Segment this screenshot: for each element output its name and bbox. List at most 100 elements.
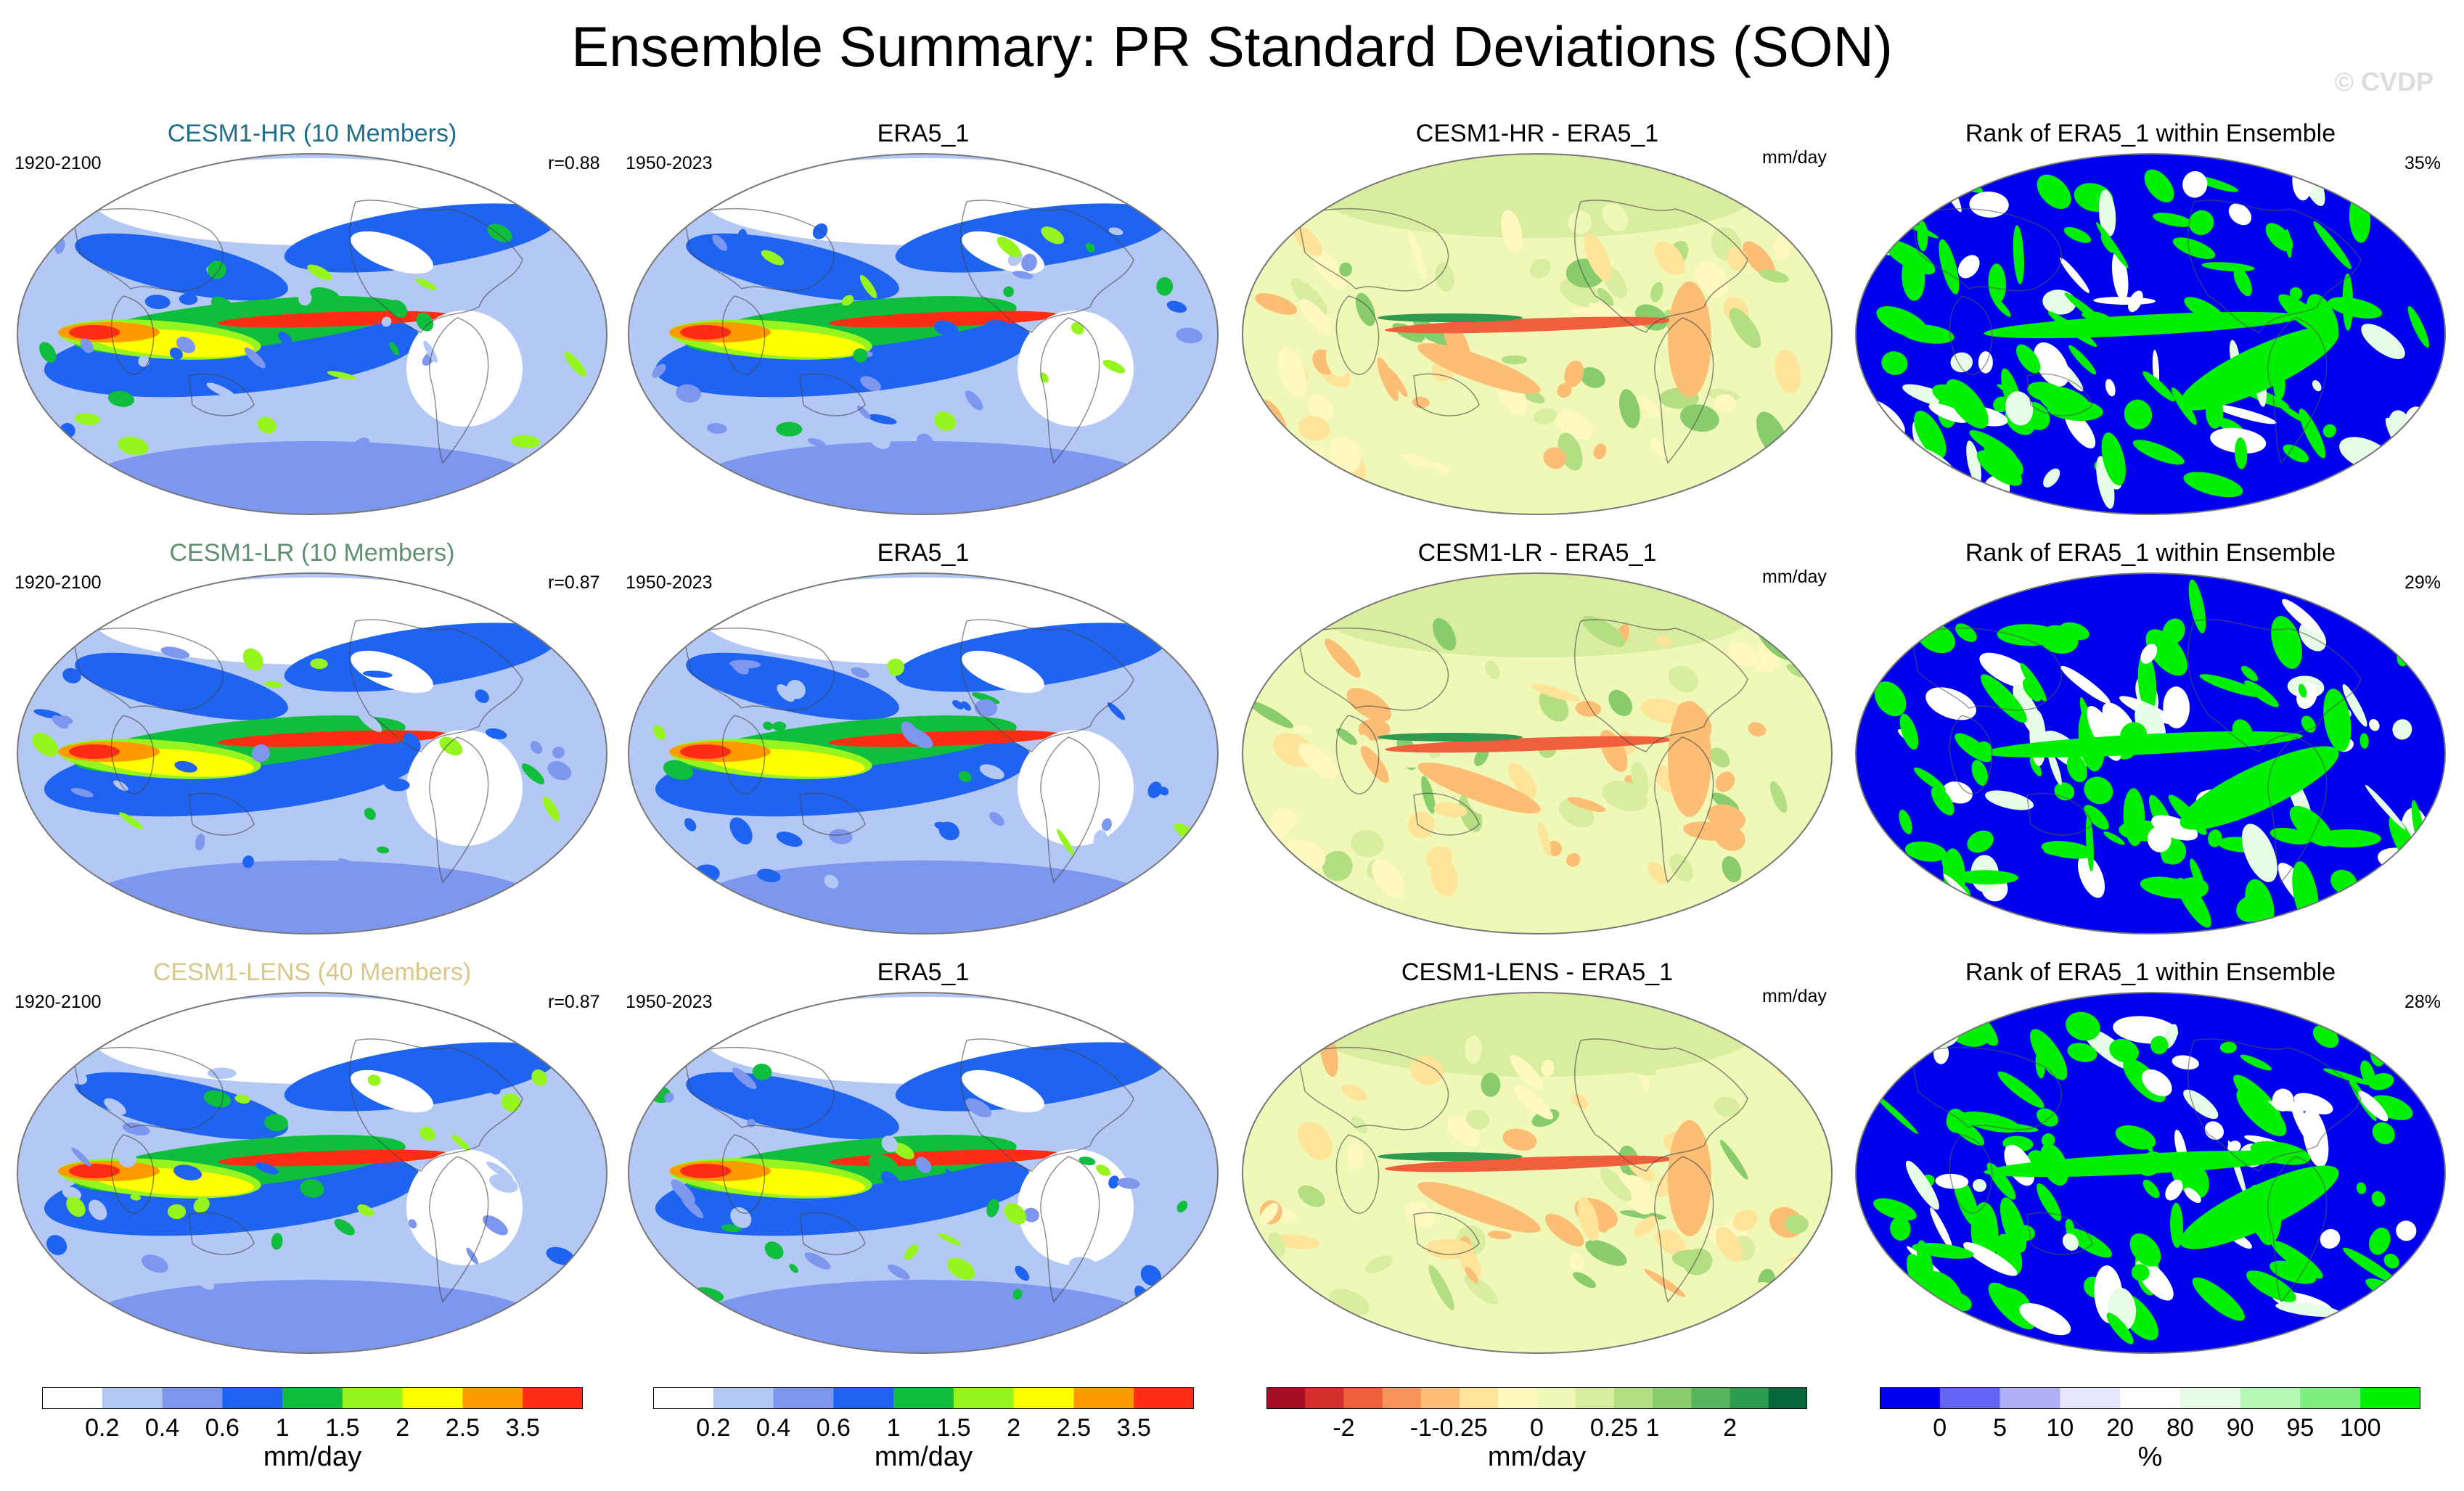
colorbar-tick-label: 100 (2339, 1414, 2381, 1442)
colorbar-tick-label: 1.5 (325, 1414, 360, 1442)
rank-map-row-3 (1855, 992, 2446, 1354)
colorbar-swatch (1691, 1387, 1731, 1409)
colorbar-swatch (2240, 1387, 2301, 1409)
colorbar-swatch (1575, 1387, 1615, 1409)
colorbar-swatch (162, 1387, 223, 1409)
colorbar-swatch (1266, 1387, 1306, 1409)
colorbar-frame (653, 1387, 1194, 1409)
colorbar-tick-label: 0.2 (85, 1414, 120, 1442)
difference-panel-title: CESM1-LENS - ERA5_1 (1401, 958, 1674, 986)
difference-units-label: mm/day (1762, 986, 1827, 1006)
obs-panel-title: ERA5_1 (877, 120, 970, 147)
colorbar-swatch (102, 1387, 163, 1409)
colorbar-tick-label: 1.5 (936, 1414, 971, 1442)
colorbar-swatch (1730, 1387, 1769, 1409)
colorbar-swatch (893, 1387, 954, 1409)
colorbar-swatch (713, 1387, 774, 1409)
figure-title: Ensemble Summary: PR Standard Deviations… (571, 15, 1893, 78)
colorbar-tick-label: 0 (1530, 1414, 1544, 1442)
colorbar-frame (1266, 1387, 1807, 1409)
colorbar-tick-label: 2 (1723, 1414, 1738, 1442)
colorbar-tick-label: 3.5 (505, 1414, 540, 1442)
colorbar-swatch (773, 1387, 834, 1409)
colorbar-swatch (222, 1387, 283, 1409)
colorbar-swatch (402, 1387, 463, 1409)
colorbar-swatch (1939, 1387, 2001, 1409)
obs-years-label: 1950-2023 (626, 153, 713, 173)
colorbar-swatch (2179, 1387, 2241, 1409)
rank-panel-title: Rank of ERA5_1 within Ensemble (1965, 120, 2336, 147)
obs-panel-title: ERA5_1 (877, 958, 970, 986)
colorbar-swatch (1305, 1387, 1344, 1409)
colorbar-tick-label: 2.5 (445, 1414, 480, 1442)
colorbar-swatch (282, 1387, 343, 1409)
colorbar-tick-label: -2 (1333, 1414, 1355, 1442)
colorbar-tick-label: 0.6 (205, 1414, 240, 1442)
model-map-row-1 (17, 153, 607, 515)
difference-units-label: mm/day (1762, 147, 1827, 168)
model-sd-colorbar (42, 1387, 583, 1409)
model-map-row-2 (17, 572, 607, 935)
rank-percent-label: 35% (2404, 153, 2442, 173)
colorbar-tick-label: 95 (2286, 1414, 2314, 1442)
colorbar-swatch (2120, 1387, 2181, 1409)
difference-colorbar (1266, 1387, 1807, 1409)
colorbar-tick-label: 1 (275, 1414, 290, 1442)
colorbar-tick-label: 0.2 (696, 1414, 731, 1442)
colorbar-swatch (1460, 1387, 1499, 1409)
colorbar-tick-label: 2 (396, 1414, 410, 1442)
model-years-label: 1920-2100 (15, 572, 102, 593)
diff-map-row-1 (1242, 153, 1833, 515)
colorbar-swatch (523, 1387, 583, 1409)
colorbar-swatch (2000, 1387, 2060, 1409)
colorbar-swatch (1073, 1387, 1134, 1409)
colorbar-tick-label: 90 (2226, 1414, 2254, 1442)
colorbar-tick-label: 20 (2106, 1414, 2134, 1442)
colorbar-swatch (1134, 1387, 1194, 1409)
colorbar-tick-label: -0.25 (1431, 1414, 1488, 1442)
colorbar-units-label: mm/day (263, 1442, 362, 1472)
correlation-label: r=0.87 (548, 572, 600, 593)
colorbar-tick-label: 3.5 (1116, 1414, 1151, 1442)
colorbar-tick-label: 0.4 (144, 1414, 180, 1442)
correlation-label: r=0.88 (548, 153, 600, 173)
colorbar-frame (1880, 1387, 2420, 1409)
colorbar-swatch (42, 1387, 103, 1409)
colorbar-units-label: mm/day (1487, 1442, 1587, 1472)
colorbar-swatch (953, 1387, 1015, 1409)
colorbar-swatch (2060, 1387, 2121, 1409)
colorbar-swatch (1382, 1387, 1422, 1409)
colorbar-swatch (1880, 1387, 1941, 1409)
difference-units-label: mm/day (1762, 567, 1827, 587)
obs-years-label: 1950-2023 (626, 992, 713, 1012)
colorbar-tick-label: 1 (1645, 1414, 1660, 1442)
rank-colorbar (1880, 1387, 2420, 1409)
colorbar-swatch (342, 1387, 404, 1409)
rank-panel-title: Rank of ERA5_1 within Ensemble (1965, 958, 2336, 986)
diff-map-row-2 (1242, 572, 1833, 935)
obs-map-row-2 (628, 572, 1219, 935)
model-years-label: 1920-2100 (15, 992, 102, 1012)
rank-map-row-2 (1855, 572, 2446, 935)
colorbar-tick-label: 10 (2046, 1414, 2074, 1442)
colorbar-swatch (1498, 1387, 1537, 1409)
colorbar-tick-label: 5 (1993, 1414, 2007, 1442)
colorbar-swatch (1343, 1387, 1383, 1409)
colorbar-swatch (1613, 1387, 1653, 1409)
obs-map-row-3 (628, 992, 1219, 1354)
model-years-label: 1920-2100 (15, 153, 102, 173)
colorbar-tick-label: -1 (1409, 1414, 1432, 1442)
difference-panel-title: CESM1-LR - ERA5_1 (1417, 539, 1657, 567)
rank-map-row-1 (1855, 153, 2446, 515)
colorbar-swatch (1653, 1387, 1692, 1409)
cvdp-watermark: © CVDP (2334, 67, 2434, 96)
correlation-label: r=0.87 (548, 992, 600, 1012)
colorbar-swatch (1768, 1387, 1807, 1409)
colorbar-frame (42, 1387, 583, 1409)
colorbar-units-label: mm/day (874, 1442, 973, 1472)
obs-sd-colorbar (653, 1387, 1194, 1409)
model-panel-title: CESM1-LENS (40 Members) (152, 958, 472, 986)
difference-panel-title: CESM1-HR - ERA5_1 (1415, 120, 1659, 147)
colorbar-swatch (1536, 1387, 1576, 1409)
colorbar-units-label: % (2137, 1442, 2163, 1472)
